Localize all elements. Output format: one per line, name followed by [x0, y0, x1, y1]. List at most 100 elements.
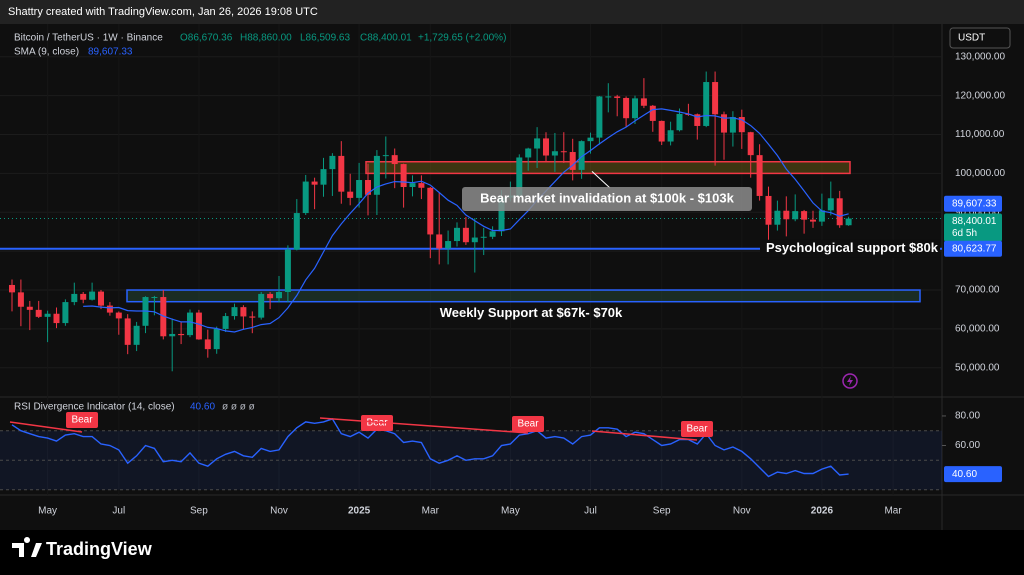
- bear-label: Bear: [71, 415, 93, 426]
- candle-body: [516, 157, 523, 196]
- candle-body: [436, 234, 443, 249]
- candle-body: [649, 105, 656, 121]
- x-tick-label: 2026: [811, 506, 834, 517]
- rsi-extras: ø ø ø ø: [222, 402, 255, 413]
- candle-body: [302, 181, 309, 214]
- candle-body: [729, 117, 736, 133]
- candle-body: [543, 138, 549, 156]
- candle-body: [427, 187, 434, 235]
- candle-body: [694, 114, 701, 126]
- candle-body: [765, 195, 772, 225]
- candle-body: [845, 218, 852, 226]
- price-tag-label: 89,607.33: [952, 198, 997, 209]
- candle-body: [276, 291, 282, 299]
- candle-body: [792, 211, 799, 220]
- candle-body: [640, 98, 647, 106]
- bear-label: Bear: [366, 418, 388, 429]
- sma-line: [83, 108, 849, 333]
- legend-open: O86,670.36: [180, 33, 233, 44]
- candle-body: [836, 198, 843, 226]
- rsi-value: 40.60: [190, 402, 215, 413]
- y-tick-label: 60.00: [955, 440, 980, 451]
- candle-body: [204, 339, 211, 350]
- candle-body: [801, 211, 808, 220]
- candle-body: [293, 213, 300, 250]
- candle-body: [774, 210, 781, 225]
- candle-body: [578, 141, 585, 170]
- candle-body: [115, 312, 122, 319]
- candle-body: [614, 96, 621, 98]
- candle-body: [338, 155, 345, 192]
- candle-body: [267, 293, 274, 299]
- candle-body: [62, 302, 69, 324]
- y-tick-label: 130,000.00: [955, 51, 1005, 62]
- candle-body: [311, 181, 318, 185]
- candle-body: [195, 312, 202, 340]
- candle-body: [249, 316, 256, 318]
- candle-body: [747, 132, 754, 156]
- candle-body: [445, 241, 452, 249]
- candle-body: [187, 312, 193, 336]
- currency-button[interactable]: [949, 27, 1011, 49]
- candle-body: [213, 328, 220, 350]
- grid: 50,000.0060,000.0070,000.0080,000.0090,0…: [0, 24, 1005, 517]
- zone: [365, 160, 851, 175]
- x-tick-label: May: [38, 506, 57, 517]
- sma-value: 89,607.33: [88, 47, 133, 58]
- candle-body: [53, 313, 60, 324]
- candle-body: [106, 305, 113, 313]
- x-tick-label: 2025: [348, 506, 371, 517]
- x-tick-label: Nov: [733, 506, 751, 517]
- logo-icon: [12, 536, 42, 557]
- candle-body: [498, 197, 505, 232]
- y-tick-label: 90,000.00: [955, 207, 1000, 218]
- y-tick-label: 50,000.00: [955, 362, 1000, 373]
- price-tag-countdown: 6d 5h: [952, 228, 977, 239]
- x-tick-label: Mar: [422, 506, 440, 517]
- candle-body: [658, 120, 665, 142]
- currency-label[interactable]: USDT: [958, 33, 985, 44]
- alert-icon[interactable]: [842, 373, 858, 389]
- rsi-line: [11, 418, 849, 478]
- candle-body: [44, 313, 51, 317]
- candle-body: [35, 309, 42, 317]
- logo-text: TradingView: [46, 539, 153, 559]
- annotation-text: Weekly Support at $67k- $70k: [440, 305, 623, 320]
- annotation-pointer: [591, 171, 611, 189]
- legend-low: L86,509.63: [300, 33, 350, 44]
- x-tick-label: Jul: [112, 506, 125, 517]
- bear-label-box: [681, 421, 713, 437]
- x-tick-label: Jul: [584, 506, 597, 517]
- candle-body: [98, 291, 104, 306]
- legend-close: C88,400.01: [360, 33, 412, 44]
- candle-body: [738, 117, 745, 133]
- price-tag: [944, 195, 1002, 212]
- header-bar: [0, 0, 1024, 24]
- candle-body: [632, 98, 638, 119]
- y-tick-label: 110,000.00: [955, 129, 1005, 140]
- candle-body: [373, 155, 380, 195]
- candle-body: [489, 231, 496, 237]
- candle-body: [356, 180, 363, 198]
- candle-body: [721, 114, 727, 133]
- overlay: Bear market invalidation at $100k - $103…: [66, 171, 1002, 483]
- candle-body: [569, 152, 576, 170]
- rsi-legend: RSI Divergence Indicator (14, close): [14, 402, 175, 413]
- alert-icon-bolt: [847, 376, 853, 386]
- candle-body: [151, 297, 158, 299]
- candle-body: [409, 183, 416, 188]
- zone: [126, 289, 921, 303]
- candle-body: [365, 180, 371, 195]
- candle-body: [818, 210, 825, 222]
- divergence-line: [591, 430, 698, 441]
- candle-body: [124, 318, 131, 345]
- header-text: Shattry created with TradingView.com, Ja…: [8, 6, 318, 18]
- price-tag-label: 80,623.77: [952, 243, 997, 254]
- candle-body: [454, 227, 460, 242]
- x-tick-label: May: [501, 506, 520, 517]
- bear-label: Bear: [686, 424, 708, 435]
- candle-body: [231, 307, 238, 317]
- candle-body: [178, 333, 185, 336]
